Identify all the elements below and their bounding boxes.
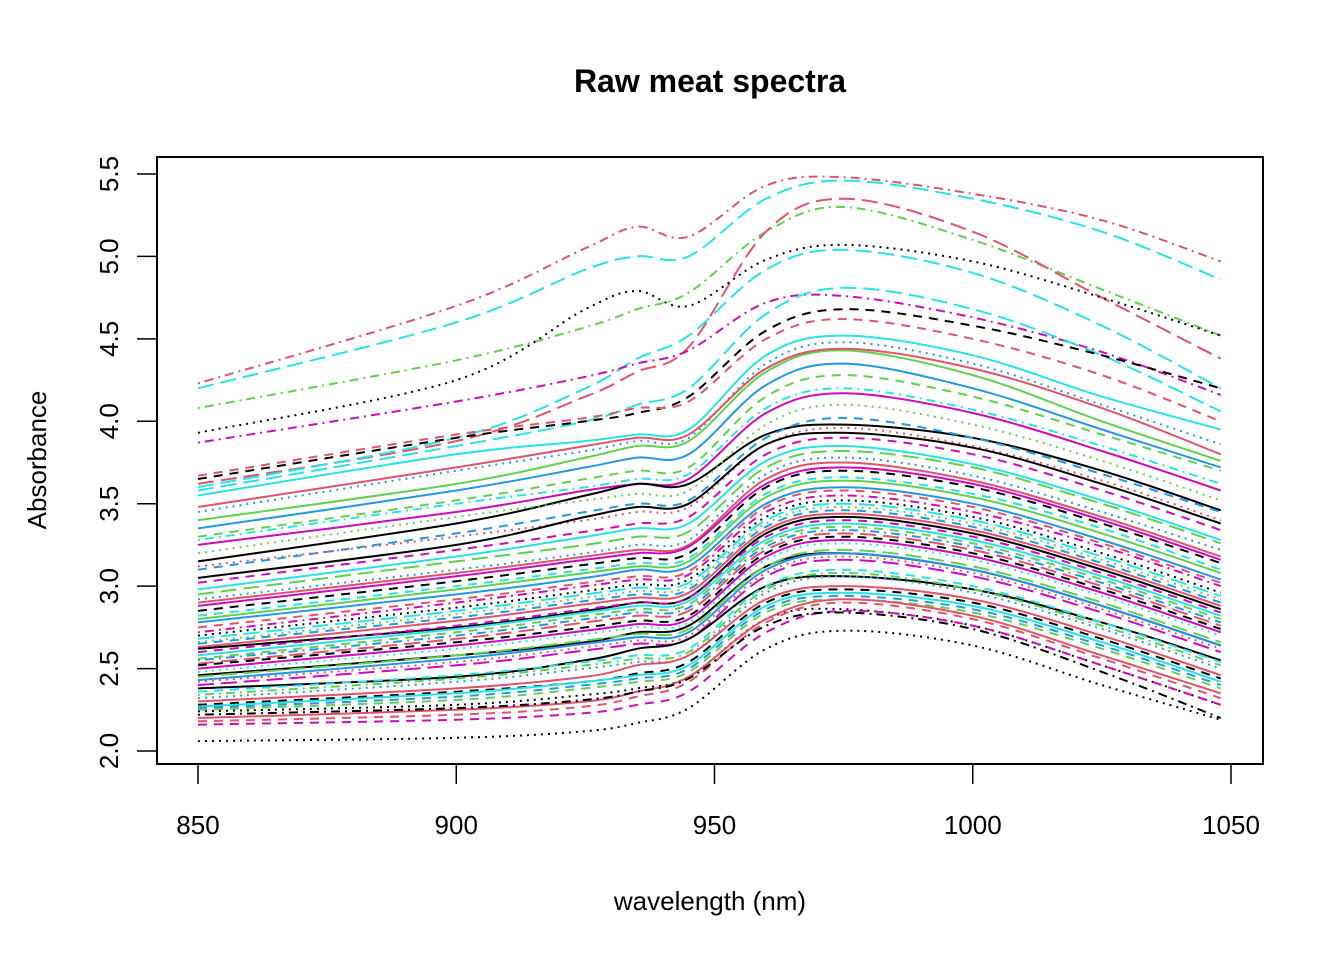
series-line-s48 bbox=[197, 538, 1222, 670]
x-axis: 850 900 950 1000 1050 bbox=[176, 763, 1260, 840]
series-line-s60 bbox=[197, 588, 1222, 706]
series-line-s67 bbox=[197, 609, 1222, 726]
series-line-s49 bbox=[197, 542, 1222, 673]
series-line-s59 bbox=[197, 585, 1222, 703]
series-line-s47 bbox=[197, 535, 1222, 667]
y-tick-label: 2.5 bbox=[94, 650, 124, 686]
series-line-s12 bbox=[197, 341, 1222, 513]
series-line-s66 bbox=[197, 601, 1222, 723]
y-tick-label: 5.0 bbox=[94, 238, 124, 274]
series-line-s56 bbox=[197, 568, 1222, 693]
y-tick-label: 3.5 bbox=[94, 486, 124, 522]
series-line-s52 bbox=[197, 552, 1222, 682]
series-line-s22 bbox=[197, 426, 1222, 568]
series-line-s63 bbox=[197, 598, 1222, 711]
series-line-s68 bbox=[197, 611, 1222, 719]
series-line-s30 bbox=[197, 469, 1222, 612]
series-line-s9 bbox=[197, 308, 1221, 480]
series-line-s26 bbox=[197, 449, 1222, 596]
series-line-s69 bbox=[197, 629, 1221, 743]
series-line-s41 bbox=[197, 515, 1222, 650]
series-line-s33 bbox=[197, 486, 1222, 624]
series-line-s62 bbox=[197, 594, 1222, 710]
series-line-s18 bbox=[197, 387, 1222, 541]
y-tick-label: 4.0 bbox=[94, 403, 124, 439]
series-line-s34 bbox=[197, 489, 1222, 629]
chart-title: Raw meat spectra bbox=[574, 63, 846, 99]
series-line-s8 bbox=[197, 286, 1222, 492]
series-line-s36 bbox=[197, 499, 1222, 637]
x-tick-label: 1050 bbox=[1202, 810, 1260, 840]
series-line-s10 bbox=[197, 318, 1222, 477]
series-line-s42 bbox=[197, 519, 1222, 654]
series-line-s11 bbox=[197, 334, 1221, 497]
series-line-s14 bbox=[197, 347, 1222, 508]
series-line-s23 bbox=[197, 431, 1222, 579]
series-line-s61 bbox=[197, 591, 1222, 708]
series-line-s51 bbox=[197, 548, 1222, 678]
y-tick-label: 2.0 bbox=[94, 733, 124, 769]
series-line-s27 bbox=[197, 456, 1222, 601]
series-line-s7 bbox=[197, 293, 1222, 444]
series-line-s37 bbox=[197, 502, 1222, 640]
y-tick-label: 5.5 bbox=[94, 156, 124, 192]
series-line-s29 bbox=[197, 466, 1222, 607]
series-line-s24 bbox=[197, 436, 1222, 584]
series-line-s28 bbox=[197, 461, 1222, 604]
x-axis-label: wavelength (nm) bbox=[613, 886, 806, 916]
series-line-s1 bbox=[197, 175, 1222, 385]
series-line-s65 bbox=[197, 598, 1222, 719]
series-line-s21 bbox=[197, 416, 1222, 571]
x-tick-label: 1000 bbox=[944, 810, 1002, 840]
series-line-s31 bbox=[197, 476, 1222, 617]
series-line-s54 bbox=[197, 558, 1222, 687]
y-axis-label: Absorbance bbox=[22, 391, 52, 530]
y-axis: 2.0 2.5 3.0 3.5 4.0 4.5 5.0 5.5 bbox=[94, 156, 158, 769]
series-line-s43 bbox=[197, 522, 1222, 657]
series-line-s32 bbox=[197, 479, 1222, 621]
series-line-s55 bbox=[197, 575, 1222, 690]
y-tick-label: 3.0 bbox=[94, 568, 124, 604]
series-line-s38 bbox=[197, 505, 1222, 644]
series-line-s46 bbox=[197, 532, 1222, 665]
series-layer bbox=[197, 175, 1222, 743]
series-line-s16 bbox=[197, 374, 1221, 538]
series-line-s3 bbox=[197, 205, 1222, 410]
series-line-s45 bbox=[197, 529, 1222, 662]
plot-box bbox=[156, 156, 1264, 765]
series-line-s44 bbox=[197, 525, 1222, 660]
series-line-s15 bbox=[197, 362, 1222, 530]
series-line-s13 bbox=[197, 349, 1222, 522]
x-tick-label: 950 bbox=[693, 810, 736, 840]
series-line-s53 bbox=[197, 555, 1222, 683]
series-line-s35 bbox=[197, 494, 1222, 634]
series-line-s25 bbox=[197, 444, 1222, 591]
y-tick-label: 4.5 bbox=[94, 321, 124, 357]
x-tick-label: 900 bbox=[435, 810, 478, 840]
series-line-s19 bbox=[197, 423, 1222, 563]
series-line-s40 bbox=[197, 512, 1222, 649]
series-line-s17 bbox=[197, 392, 1222, 546]
series-line-s4 bbox=[197, 197, 1222, 485]
series-line-s39 bbox=[197, 509, 1222, 645]
x-tick-label: 850 bbox=[176, 810, 219, 840]
series-line-s2 bbox=[197, 179, 1222, 390]
